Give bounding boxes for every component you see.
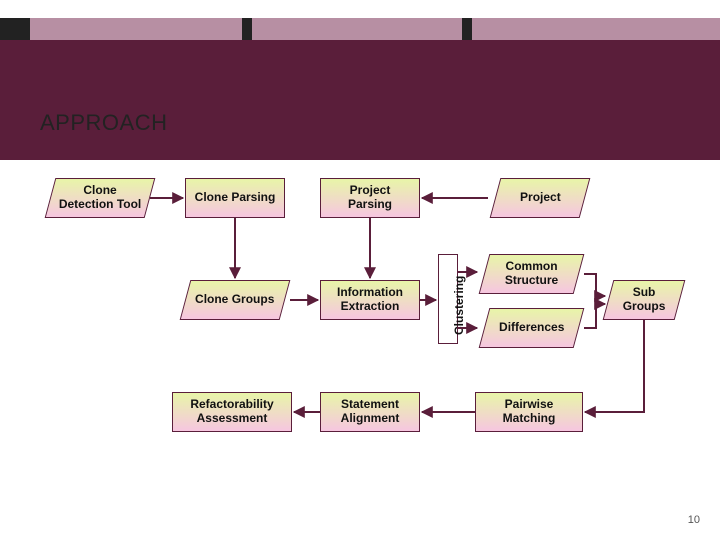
- node-project-parsing: Project Parsing: [320, 178, 420, 218]
- edge-common_structure-to-sub_groups: [584, 274, 605, 296]
- node-differences: Differences: [479, 308, 585, 348]
- node-refactorability-assessment: Refactorability Assessment: [172, 392, 292, 432]
- node-label: Pairwise Matching: [482, 398, 576, 426]
- arrows-layer: [0, 0, 720, 540]
- node-label: Statement Alignment: [327, 398, 413, 426]
- node-label: Clone Groups: [195, 293, 274, 307]
- node-sub-groups: Sub Groups: [603, 280, 686, 320]
- node-label: Common Structure: [491, 260, 572, 288]
- diagram-canvas: Clustering Clone Detection Tool Clone Par…: [0, 0, 720, 540]
- node-label: Clone Parsing: [195, 191, 276, 205]
- clustering-label: Clustering: [452, 276, 466, 335]
- node-label: Project: [520, 191, 561, 205]
- node-clone-groups: Clone Groups: [180, 280, 291, 320]
- edge-differences-to-sub_groups: [584, 304, 605, 328]
- edge-sub_groups-to-pairwise_matching: [585, 320, 644, 412]
- node-clone-detection-tool: Clone Detection Tool: [45, 178, 156, 218]
- node-statement-alignment: Statement Alignment: [320, 392, 420, 432]
- node-label: Information Extraction: [327, 286, 413, 314]
- slide-number: 10: [688, 514, 700, 526]
- node-label: Refactorability Assessment: [179, 398, 285, 426]
- node-clone-parsing: Clone Parsing: [185, 178, 285, 218]
- node-pairwise-matching: Pairwise Matching: [475, 392, 583, 432]
- node-project: Project: [490, 178, 591, 218]
- node-information-extraction: Information Extraction: [320, 280, 420, 320]
- node-label: Project Parsing: [327, 184, 413, 212]
- node-label: Clone Detection Tool: [57, 184, 143, 212]
- node-label: Differences: [499, 321, 564, 335]
- node-label: Sub Groups: [615, 286, 673, 314]
- node-common-structure: Common Structure: [479, 254, 585, 294]
